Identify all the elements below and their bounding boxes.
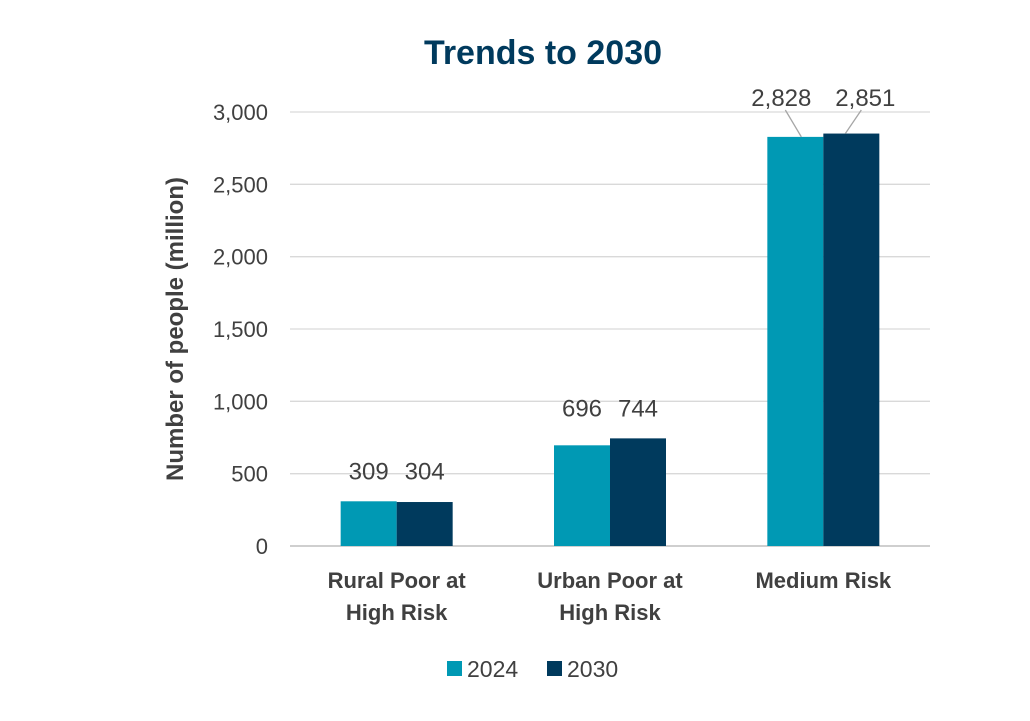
leader-line [784,109,802,138]
category-label: High Risk [559,600,661,625]
data-label: 2,851 [835,85,895,112]
y-tick-label: 1,000 [213,389,268,414]
legend-label-2024: 2024 [467,656,518,682]
data-label: 309 [349,458,389,485]
bars [340,133,880,546]
x-axis-categories: Rural Poor at High Risk Urban Poor at High … [328,568,892,625]
data-label: 696 [562,395,602,422]
bar-2030-3 [823,133,880,546]
bar-2024-3 [767,136,824,546]
data-labels: 309 304 696 744 2,828 2,851 [349,85,896,485]
y-axis-label: Number of people (million) [162,177,189,481]
data-label: 744 [618,395,658,422]
chart-title: Trends to 2030 [424,34,662,72]
y-tick-label: 3,000 [213,100,268,125]
category-label: Urban Poor at [537,568,683,593]
y-tick-label: 2,000 [213,245,268,270]
legend-label-2030: 2030 [567,656,618,682]
y-tick-label: 1,500 [213,317,268,342]
y-tick-label: 500 [231,462,268,487]
bar-2030-1 [396,502,453,546]
category-label: Medium Risk [755,568,891,593]
legend-swatch-2030 [547,661,562,676]
bar-2024-1 [340,501,397,546]
category-label: Rural Poor at [328,568,467,593]
y-tick-label: 2,500 [213,172,268,197]
data-label: 304 [405,458,445,485]
bar-2030-2 [610,438,666,546]
legend: 2024 2030 [447,656,618,682]
data-label: 2,828 [751,85,811,112]
y-tick-label: 0 [256,534,268,559]
y-axis-ticks: 0 500 1,000 1,500 2,000 2,500 3,000 [213,100,268,559]
category-label: High Risk [346,600,448,625]
legend-swatch-2024 [447,661,462,676]
bar-2024-2 [554,445,610,546]
leader-line [844,109,862,134]
